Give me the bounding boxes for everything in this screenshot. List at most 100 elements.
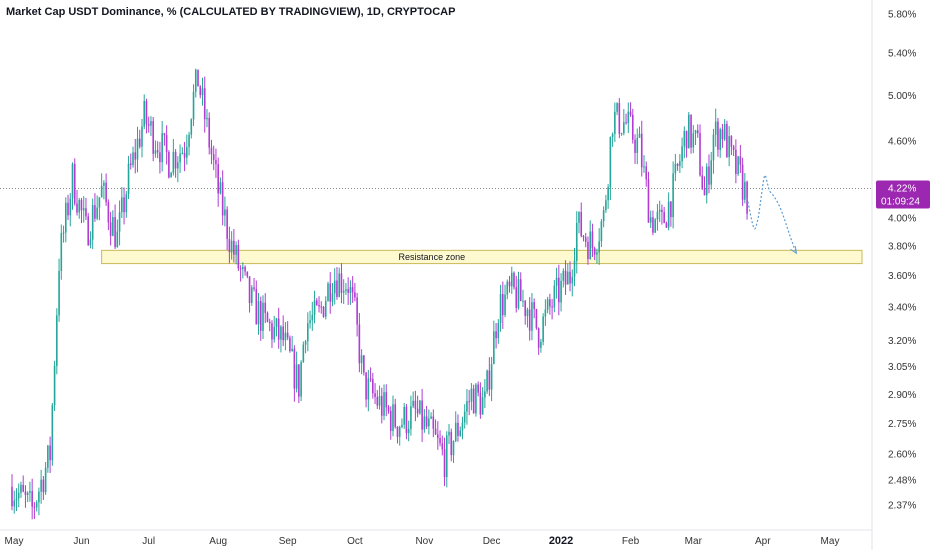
candle[interactable] [224, 196, 226, 227]
candle[interactable] [495, 322, 497, 349]
candle[interactable] [262, 295, 264, 340]
candle[interactable] [654, 218, 657, 233]
candle[interactable] [445, 431, 448, 488]
candle[interactable] [582, 235, 585, 242]
candle[interactable] [208, 112, 211, 155]
candle[interactable] [423, 408, 426, 433]
candle[interactable] [284, 322, 287, 351]
candle[interactable] [69, 193, 72, 227]
candle[interactable] [437, 421, 439, 450]
candle[interactable] [535, 308, 538, 330]
candle[interactable] [199, 85, 202, 99]
candle[interactable] [233, 228, 235, 263]
candle[interactable] [710, 151, 713, 190]
candle[interactable] [629, 102, 632, 117]
candle[interactable] [569, 261, 571, 292]
candle[interactable] [372, 372, 374, 399]
candle[interactable] [647, 171, 650, 223]
candle[interactable] [649, 210, 652, 229]
candle[interactable] [235, 241, 237, 265]
candle[interactable] [407, 420, 410, 442]
candle[interactable] [398, 425, 401, 446]
candle[interactable] [634, 134, 636, 164]
candle[interactable] [60, 224, 63, 280]
candle[interactable] [522, 289, 524, 308]
candle[interactable] [416, 395, 419, 418]
candle[interactable] [298, 364, 300, 404]
candle[interactable] [481, 387, 484, 415]
candle[interactable] [611, 132, 614, 147]
candle[interactable] [56, 308, 58, 375]
candle[interactable] [340, 263, 343, 304]
candle[interactable] [320, 301, 323, 314]
candle[interactable] [712, 128, 715, 174]
candle[interactable] [524, 299, 527, 325]
candle[interactable] [593, 246, 596, 261]
candle[interactable] [490, 356, 493, 402]
candle[interactable] [517, 271, 520, 310]
candle[interactable] [605, 194, 607, 213]
candle[interactable] [640, 120, 643, 177]
candle[interactable] [441, 435, 444, 456]
candle[interactable] [20, 481, 22, 498]
candle[interactable] [342, 279, 345, 305]
candle[interactable] [746, 180, 748, 220]
candle[interactable] [280, 325, 282, 353]
candle[interactable] [347, 277, 349, 305]
candle[interactable] [434, 419, 437, 436]
candle[interactable] [165, 125, 168, 165]
candle[interactable] [183, 141, 186, 172]
candle[interactable] [493, 320, 495, 365]
candle[interactable] [168, 150, 170, 179]
candle[interactable] [463, 404, 466, 429]
candle[interactable] [87, 212, 90, 247]
candle[interactable] [405, 404, 408, 440]
candle[interactable] [80, 198, 83, 224]
candle[interactable] [116, 219, 119, 248]
candle[interactable] [246, 271, 249, 279]
candle[interactable] [383, 384, 385, 421]
candle[interactable] [73, 158, 76, 206]
candle[interactable] [744, 173, 746, 204]
candle[interactable] [26, 491, 29, 503]
candle[interactable] [345, 283, 347, 295]
candle[interactable] [685, 130, 688, 158]
candle[interactable] [385, 384, 388, 417]
candle[interactable] [461, 416, 464, 440]
candle[interactable] [575, 211, 578, 274]
candle[interactable] [118, 200, 121, 246]
candle[interactable] [578, 211, 580, 234]
candle[interactable] [311, 301, 314, 331]
candle[interactable] [663, 206, 665, 224]
candle[interactable] [123, 187, 125, 225]
candle[interactable] [336, 267, 338, 300]
candle[interactable] [226, 206, 228, 251]
candle[interactable] [177, 156, 179, 183]
candle[interactable] [302, 341, 305, 363]
candle[interactable] [255, 280, 258, 325]
candle[interactable] [703, 176, 706, 196]
candle[interactable] [62, 225, 65, 243]
candle[interactable] [94, 193, 96, 222]
candle[interactable] [421, 388, 423, 442]
candle[interactable] [376, 390, 379, 409]
candle[interactable] [271, 320, 273, 348]
candle[interactable] [143, 94, 146, 130]
candle[interactable] [457, 414, 459, 442]
candle[interactable] [676, 163, 679, 171]
candle[interactable] [499, 284, 502, 332]
candle[interactable] [197, 69, 199, 87]
candle[interactable] [331, 282, 334, 307]
candle[interactable] [694, 129, 697, 146]
candle[interactable] [152, 117, 154, 162]
candle[interactable] [672, 161, 674, 229]
candle[interactable] [293, 345, 296, 402]
candle[interactable] [253, 277, 255, 292]
candle[interactable] [614, 102, 616, 142]
candle[interactable] [425, 405, 428, 430]
candle[interactable] [472, 384, 475, 414]
candle[interactable] [542, 313, 544, 346]
candle[interactable] [71, 162, 74, 210]
candle[interactable] [31, 478, 33, 520]
candle[interactable] [38, 487, 40, 516]
